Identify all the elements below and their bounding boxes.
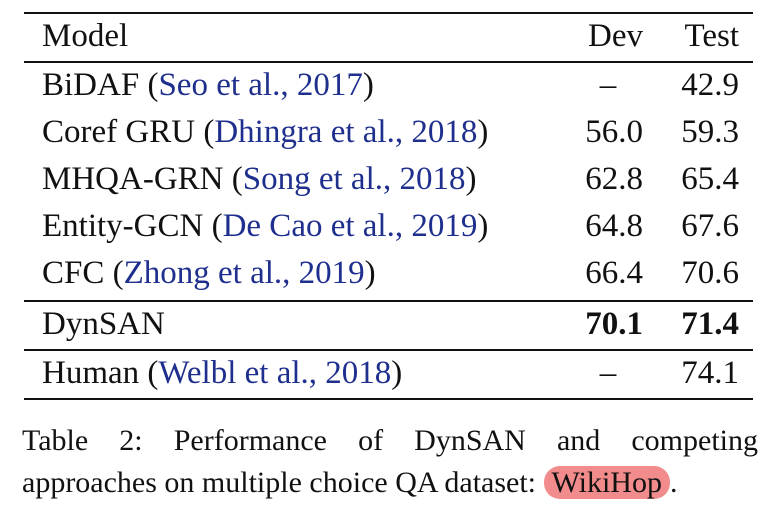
highlighted-dataset-name: WikiHop: [543, 466, 670, 499]
test-score: 59.3: [681, 114, 739, 150]
dev-score: 56.0: [585, 114, 643, 150]
table-caption: Table 2: Performance of DynSAN and compe…: [22, 420, 758, 504]
model-name: Human: [42, 355, 140, 391]
dev-score-best: 70.1: [585, 306, 643, 342]
model-name: CFC: [42, 255, 105, 291]
model-name: BiDAF: [42, 67, 140, 103]
dev-score: –: [599, 355, 617, 391]
header-dev: Dev: [588, 18, 643, 54]
model-cell: Entity-GCN (De Cao et al., 2019): [42, 208, 489, 244]
table-row: BiDAF (Seo et al., 2017) – 42.9: [24, 62, 753, 110]
table-row: Coref GRU (Dhingra et al., 2018) 56.0 59…: [24, 110, 753, 157]
test-score-best: 71.4: [681, 306, 739, 342]
header-model: Model: [42, 18, 129, 54]
dev-score: –: [599, 67, 617, 103]
results-table-container: Model Dev Test BiDAF (Seo et al., 2017) …: [24, 12, 753, 400]
table-row: Entity-GCN (De Cao et al., 2019) 64.8 67…: [24, 204, 753, 251]
test-score: 65.4: [681, 161, 739, 197]
model-cell: BiDAF (Seo et al., 2017): [42, 67, 374, 103]
caption-end: .: [669, 466, 678, 499]
test-score: 42.9: [681, 67, 739, 103]
citation-link[interactable]: De Cao et al., 2019: [222, 208, 478, 244]
header-row: Model Dev Test: [24, 13, 753, 62]
model-name: MHQA-GRN: [42, 161, 224, 197]
citation-link[interactable]: Welbl et al., 2018: [158, 355, 392, 391]
model-cell: MHQA-GRN (Song et al., 2018): [42, 161, 477, 197]
dev-score: 66.4: [585, 255, 643, 291]
citation-link[interactable]: Seo et al., 2017: [158, 67, 363, 103]
test-score: 70.6: [681, 255, 739, 291]
model-name: DynSAN: [42, 306, 165, 342]
dev-score: 64.8: [585, 208, 643, 244]
model-name: Coref GRU: [42, 114, 196, 150]
table-row: CFC (Zhong et al., 2019) 66.4 70.6: [24, 251, 753, 301]
citation-link[interactable]: Zhong et al., 2019: [123, 255, 365, 291]
model-name: Entity-GCN: [42, 208, 204, 244]
table-row: MHQA-GRN (Song et al., 2018) 62.8 65.4: [24, 157, 753, 204]
citation-link[interactable]: Song et al., 2018: [242, 161, 466, 197]
model-cell: Human (Welbl et al., 2018): [42, 355, 403, 391]
model-cell: Coref GRU (Dhingra et al., 2018): [42, 114, 489, 150]
citation-link[interactable]: Dhingra et al., 2018: [214, 114, 478, 150]
results-table: Model Dev Test BiDAF (Seo et al., 2017) …: [24, 12, 753, 400]
model-cell: CFC (Zhong et al., 2019): [42, 255, 376, 291]
header-test: Test: [684, 18, 739, 54]
test-score: 74.1: [681, 355, 739, 391]
dev-score: 62.8: [585, 161, 643, 197]
test-score: 67.6: [681, 208, 739, 244]
table-row-human: Human (Welbl et al., 2018) – 74.1: [24, 350, 753, 399]
table-row-ours: DynSAN 70.1 71.4: [24, 301, 753, 350]
caption-text: Table 2: Performance of DynSAN and compe…: [22, 424, 758, 499]
